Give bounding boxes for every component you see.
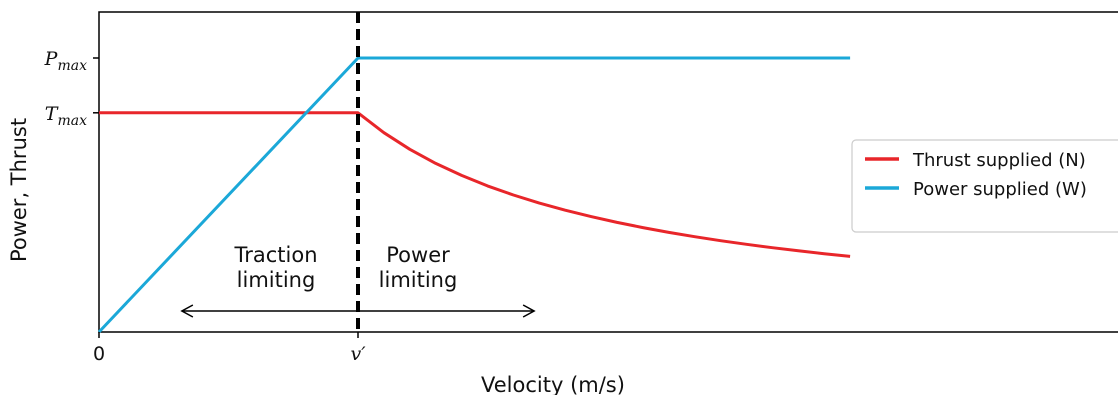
power-limiting-label-2: limiting [379,268,458,292]
x-tick-label-0: 0 [93,343,105,365]
legend-label-power: Power supplied (W) [913,179,1087,200]
x-tick-label-1: v′ [350,343,366,365]
legend: Thrust supplied (N) Power supplied (W) [851,139,1118,233]
range-arrow-right-head [522,304,536,318]
series-line-power [97,56,851,334]
traction-limiting-label-2: limiting [237,268,316,292]
y-tick-label-1: Tmax [45,103,87,129]
series-line-thrust [99,111,851,258]
y-axis-label: Power, Thrust [7,118,31,262]
series-layer [97,56,851,334]
plot-frame [98,11,1118,333]
legend-box [851,139,1118,233]
tick-layer: 0 v′ Pmax Tmax [44,48,367,365]
x-axis-label: Velocity (m/s) [481,373,625,395]
legend-label-thrust: Thrust supplied (N) [912,150,1086,171]
power-limiting-label-1: Power [386,243,450,267]
range-arrow-left-head [180,304,194,318]
traction-limiting-label-1: Traction [233,243,317,267]
y-tick-label-0: Pmax [44,48,87,74]
